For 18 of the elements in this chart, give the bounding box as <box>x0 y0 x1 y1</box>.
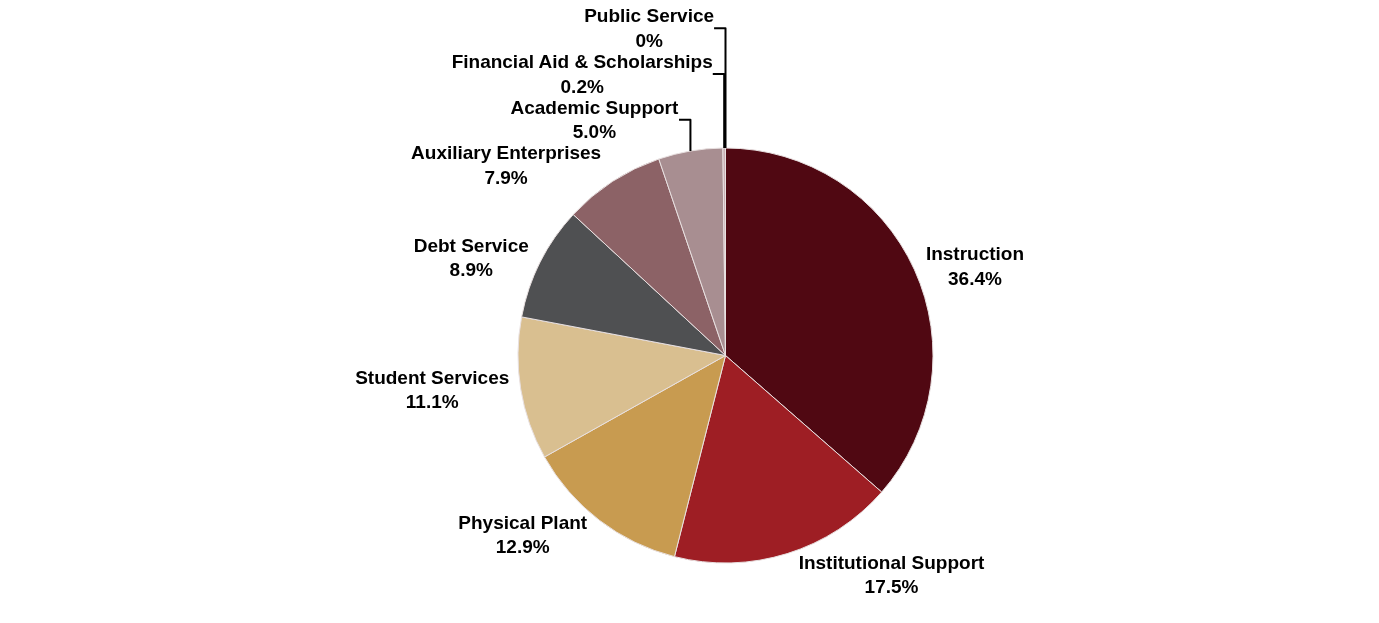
data-label: 7.9% <box>484 167 528 189</box>
slice-label: Physical Plant <box>458 511 588 533</box>
data-label: 8.9% <box>449 259 493 281</box>
text: 0% <box>635 30 663 52</box>
data-label: 11.1% <box>405 391 459 413</box>
slice-label: Institutional Support <box>798 551 986 573</box>
slice-label: Financial Aid & Scholarships <box>451 51 713 73</box>
data-label: 36.4% <box>948 267 1002 289</box>
data-label: 5.0% <box>572 121 617 143</box>
data-label: 0.2% <box>560 75 604 97</box>
category-label: Public Service <box>584 5 715 27</box>
slice-label: Student Services <box>355 366 510 388</box>
slice-label: Debt Service <box>413 234 529 256</box>
data-label: 17.5% <box>864 576 919 598</box>
slice-label: Academic Support <box>510 96 680 118</box>
slice-label: Auxiliary Enterprises <box>411 142 602 164</box>
slice-label: Instruction <box>925 242 1025 264</box>
data-label: 12.9% <box>495 536 550 558</box>
